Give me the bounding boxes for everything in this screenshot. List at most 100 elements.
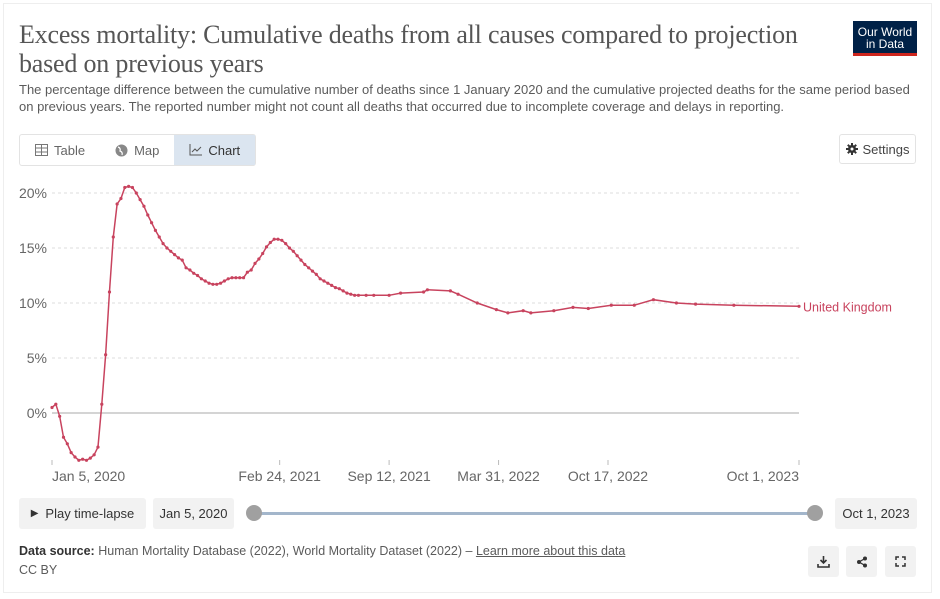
- data-point: [161, 242, 165, 246]
- data-point: [238, 276, 242, 280]
- data-point: [303, 262, 307, 267]
- data-point: [241, 276, 246, 280]
- data-point: [199, 277, 203, 281]
- data-point: [345, 291, 349, 295]
- data-point: [165, 246, 169, 250]
- fullscreen-button[interactable]: [885, 546, 916, 577]
- owid-logo[interactable]: Our World in Data: [853, 21, 917, 56]
- data-point: [674, 301, 679, 305]
- data-point: [253, 261, 257, 265]
- y-tick-label: 20%: [19, 185, 47, 201]
- tab-label: Map: [134, 142, 160, 158]
- data-point: [337, 287, 341, 291]
- data-point: [249, 268, 253, 272]
- data-point: [142, 204, 146, 208]
- tab-table[interactable]: Table: [20, 135, 100, 165]
- y-tick-label: 5%: [27, 350, 47, 366]
- tab-chart[interactable]: Chart: [174, 135, 256, 165]
- data-point: [310, 269, 315, 273]
- data-point: [314, 272, 318, 276]
- data-point: [291, 249, 295, 253]
- data-point: [153, 228, 158, 232]
- data-point: [184, 266, 188, 270]
- timeline-slider-track[interactable]: [254, 512, 815, 515]
- data-point: [349, 292, 353, 296]
- data-point: [226, 277, 230, 281]
- data-point: [84, 458, 89, 462]
- data-point: [138, 198, 142, 202]
- data-point: [326, 281, 330, 285]
- data-point: [494, 308, 498, 312]
- data-point: [356, 293, 361, 297]
- timeline-start-date[interactable]: Jan 5, 2020: [153, 498, 234, 529]
- settings-button[interactable]: Settings: [839, 134, 916, 164]
- play-timelapse-button[interactable]: ▶ Play time-lapse: [19, 498, 146, 529]
- data-point: [54, 402, 58, 406]
- data-point: [272, 237, 276, 241]
- data-point: [475, 301, 479, 305]
- data-point: [387, 293, 391, 297]
- x-tick-label: Feb 24, 2021: [238, 468, 321, 484]
- data-point: [529, 311, 533, 315]
- data-point: [73, 455, 77, 459]
- data-point: [230, 276, 234, 280]
- series-line: [51, 185, 800, 462]
- tab-map[interactable]: Map: [100, 135, 174, 165]
- gear-icon: [845, 143, 858, 155]
- data-point: [77, 458, 81, 462]
- share-button[interactable]: [846, 546, 877, 577]
- data-point: [65, 442, 69, 446]
- data-point: [88, 456, 92, 460]
- data-point: [234, 276, 238, 280]
- data-point: [797, 304, 801, 308]
- source-label: Data source:: [19, 544, 95, 558]
- x-tick-label: Jan 5, 2020: [52, 468, 125, 484]
- y-tick-label: 15%: [19, 240, 47, 256]
- data-point: [448, 289, 452, 293]
- download-button[interactable]: [808, 546, 839, 577]
- data-point: [421, 290, 426, 294]
- timeline-start-handle[interactable]: [246, 505, 262, 521]
- data-point: [134, 191, 138, 195]
- play-label: Play time-lapse: [45, 506, 135, 521]
- learn-more-link[interactable]: Learn more about this data: [475, 544, 626, 558]
- source-text: Human Mortality Database (2022), World M…: [98, 544, 476, 558]
- chart-title: Excess mortality: Cumulative deaths from…: [19, 20, 798, 78]
- data-point: [295, 254, 299, 258]
- table-icon: [35, 144, 48, 156]
- data-point: [276, 237, 280, 241]
- data-point: [284, 242, 288, 246]
- data-point: [115, 202, 119, 206]
- view-tabs: Table Map Chart: [19, 134, 257, 166]
- data-point: [195, 273, 200, 278]
- data-point: [203, 279, 207, 283]
- data-point: [157, 235, 161, 239]
- download-icon: [817, 556, 830, 568]
- data-point: [280, 238, 284, 242]
- series-label: United Kingdom: [803, 300, 892, 314]
- data-point: [81, 457, 85, 461]
- x-tick-label: Oct 17, 2022: [568, 468, 648, 484]
- data-point: [353, 293, 357, 297]
- timeline-end-handle[interactable]: [807, 505, 823, 521]
- data-point: [222, 279, 226, 283]
- data-point: [399, 291, 403, 295]
- data-point: [176, 256, 181, 260]
- data-point: [651, 298, 656, 302]
- data-point: [586, 306, 590, 311]
- share-icon: [856, 556, 867, 567]
- data-point: [50, 405, 54, 410]
- data-point: [150, 221, 154, 225]
- data-point: [172, 253, 177, 257]
- data-point: [307, 266, 311, 270]
- x-tick-label: Oct 1, 2023: [727, 468, 800, 484]
- x-tick-label: Sep 12, 2021: [347, 468, 431, 484]
- data-point: [119, 196, 123, 201]
- data-point: [521, 309, 525, 313]
- chart-subtitle: The percentage difference between the cu…: [19, 82, 910, 114]
- data-point: [506, 311, 510, 315]
- tab-label: Table: [54, 142, 86, 158]
- timeline-end-date[interactable]: Oct 1, 2023: [835, 498, 917, 529]
- data-point: [104, 353, 108, 357]
- data-point: [92, 453, 96, 457]
